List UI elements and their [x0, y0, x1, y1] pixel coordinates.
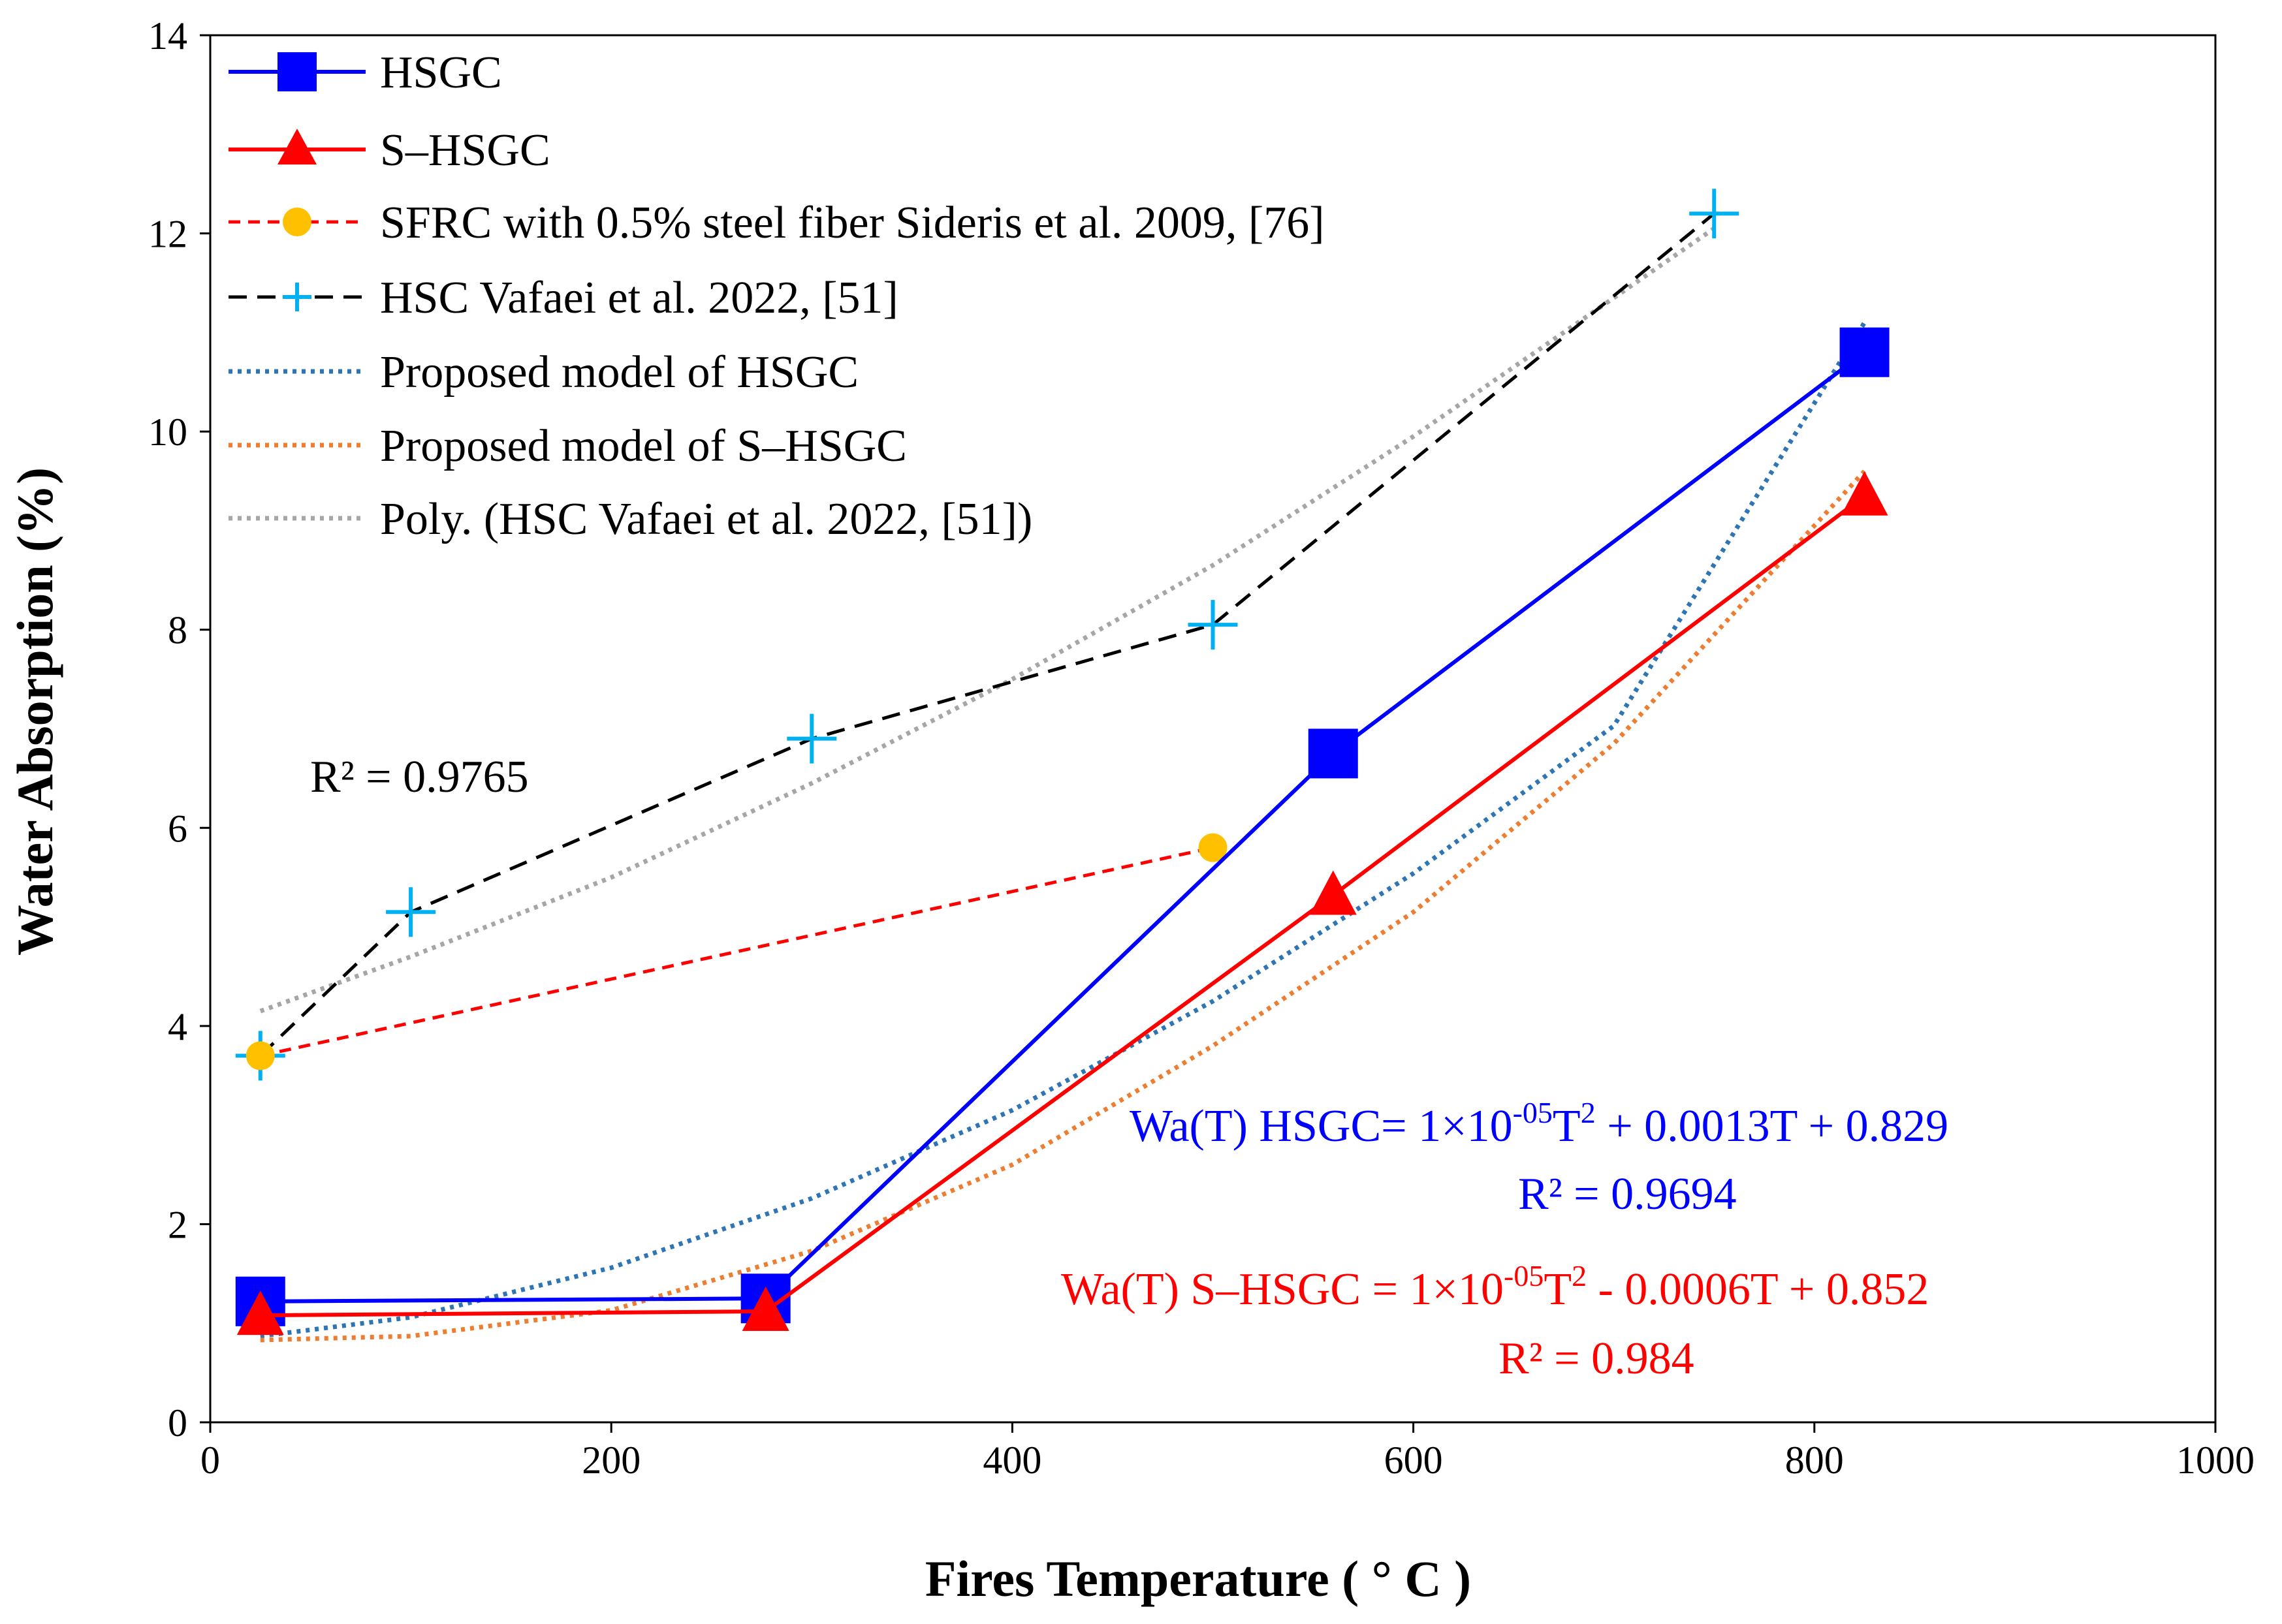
series-layer: [235, 189, 1890, 1343]
y-tick-label: 0: [168, 1401, 187, 1444]
data-point: [246, 1041, 275, 1070]
series-s-hsgc: [236, 471, 1888, 1335]
equation-shsgc-T: T: [1544, 1264, 1572, 1315]
data-point: [742, 1287, 789, 1331]
legend-label-sfrc: SFRC with 0.5% steel fiber Sideris et al…: [380, 198, 1325, 248]
series-line: [260, 469, 1867, 1343]
y-tick-label: 6: [168, 807, 187, 850]
data-point: [236, 1290, 284, 1335]
data-point: [1689, 189, 1739, 239]
series-poly-hsc-vafaei-et-al-2022-51: [259, 226, 1716, 1014]
legend-item-poly-hsc: Poly. (HSC Vafaei et al. 2022, [51]): [229, 494, 1032, 544]
equation-shsgc-exponent: -05: [1504, 1259, 1544, 1292]
y-tick-label: 2: [168, 1203, 187, 1246]
data-point: [386, 887, 436, 937]
r2-hsc-annotation: R² = 0.9765: [310, 752, 529, 802]
legend-item-hsgc: HSGC: [229, 48, 502, 98]
equation-hsgc-prefix: Wa(T) HSGC= 1×10: [1130, 1101, 1513, 1151]
y-tick-label: 10: [148, 411, 187, 454]
legend-item-sfrc: SFRC with 0.5% steel fiber Sideris et al…: [229, 198, 1325, 248]
legend-label-hsgc: HSGC: [380, 48, 502, 98]
legend-marker-shsgc: [277, 129, 317, 164]
x-axis-title: Fires Temperature ( ° C ): [925, 1550, 1471, 1607]
y-tick-label: 8: [168, 609, 187, 652]
data-point: [1198, 833, 1228, 862]
equation-hsgc: Wa(T) HSGC= 1×10-05T2 + 0.0013T + 0.829: [1130, 1096, 1948, 1151]
legend-label-hsc: HSC Vafaei et al. 2022, [51]: [380, 273, 898, 323]
y-tick-label: 4: [168, 1005, 187, 1048]
plot-area-border: [209, 34, 2217, 1424]
x-tick-label: 1000: [2176, 1439, 2255, 1482]
r2-hsgc-annotation: R² = 0.9694: [1518, 1169, 1737, 1219]
series-line: [259, 226, 1716, 1014]
x-tick-label: 800: [1785, 1439, 1844, 1482]
x-tick-label: 400: [983, 1439, 1041, 1482]
legend-item-model-shsgc: Proposed model of S–HSGC: [229, 421, 907, 471]
equation-shsgc-rest: - 0.0006T + 0.852: [1587, 1264, 1929, 1315]
legend-item-model-hsgc: Proposed model of HSGC: [229, 347, 859, 398]
data-point: [1839, 327, 1890, 377]
series-hsc-vafaei-et-al-2022-51: [235, 189, 1739, 1081]
data-point: [1841, 471, 1888, 516]
data-point: [1309, 870, 1357, 915]
x-tick-label: 600: [1384, 1439, 1443, 1482]
equation-hsgc-rest: + 0.0013T + 0.829: [1596, 1101, 1948, 1151]
legend-item-shsgc: S–HSGC: [229, 125, 550, 176]
equation-shsgc-prefix: Wa(T) S–HSGC = 1×10: [1061, 1264, 1504, 1315]
equation-shsgc-square: 2: [1572, 1259, 1587, 1292]
x-tick-label: 0: [200, 1439, 220, 1482]
legend-label-poly-hsc: Poly. (HSC Vafaei et al. 2022, [51]): [380, 494, 1032, 544]
series-line: [260, 846, 1214, 1057]
data-point: [1188, 600, 1238, 650]
legend-marker-sfrc: [283, 208, 311, 236]
legend-label-model-hsgc: Proposed model of HSGC: [380, 347, 859, 398]
series-sfrc-with-0-5-steel-fiber-sideris-et-al-2009-76: [246, 833, 1228, 1070]
data-point: [787, 713, 837, 764]
series-line: [260, 494, 1866, 1318]
y-axis-title: Water Absorption (%): [7, 467, 63, 956]
equation-hsgc-square: 2: [1581, 1096, 1596, 1129]
legend-label-model-shsgc: Proposed model of S–HSGC: [380, 421, 907, 471]
legend-marker-hsgc: [277, 52, 317, 91]
legend-label-shsgc: S–HSGC: [380, 125, 550, 176]
equation-hsgc-exponent: -05: [1513, 1096, 1553, 1129]
x-tick-label: 200: [582, 1439, 641, 1482]
legend-item-hsc: HSC Vafaei et al. 2022, [51]: [229, 273, 898, 323]
axes-layer: 0 200 400 600 800 1000 0 2 4 6 8 10 12 14: [148, 14, 2255, 1482]
y-tick-label: 12: [148, 213, 187, 256]
series-line: [260, 351, 1866, 1304]
r2-shsgc-annotation: R² = 0.984: [1498, 1334, 1694, 1384]
legend-marker-hsc: [283, 283, 311, 311]
equation-shsgc: Wa(T) S–HSGC = 1×10-05T2 - 0.0006T + 0.8…: [1061, 1259, 1929, 1315]
legend: HSGC S–HSGC SFRC with 0.5% steel fiber S…: [229, 48, 1325, 544]
series-proposed-model-of-s-hsgc: [260, 469, 1867, 1343]
data-point: [1308, 728, 1358, 779]
y-tick-label: 14: [148, 14, 187, 57]
equation-hsgc-T: T: [1553, 1101, 1581, 1151]
